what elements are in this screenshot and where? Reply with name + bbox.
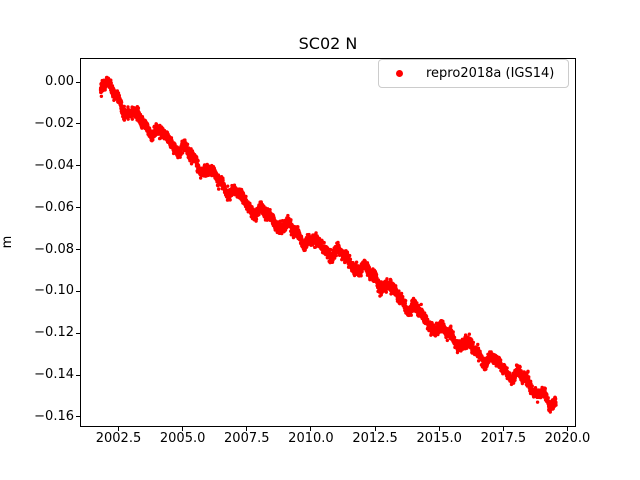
y-tick-label: −0.16 — [34, 408, 74, 424]
legend-series-label: repro2018a (IGS14) — [426, 66, 555, 81]
y-tick-label: −0.06 — [34, 199, 74, 215]
x-tick-label: 2002.5 — [95, 431, 142, 446]
x-axis-tick — [438, 427, 440, 431]
y-tick-label: −0.12 — [34, 325, 74, 341]
legend: repro2018a (IGS14) — [378, 59, 569, 88]
y-axis-tick — [76, 123, 80, 125]
x-axis-tick — [374, 427, 376, 431]
y-tick-label: −0.02 — [34, 115, 74, 131]
legend-dot-icon — [396, 70, 403, 77]
x-tick-label: 2005.0 — [159, 431, 206, 446]
y-axis-tick — [76, 207, 80, 209]
y-axis-tick — [76, 165, 80, 167]
axes-frame — [80, 58, 576, 427]
x-tick-label: 2020.0 — [544, 431, 591, 446]
x-tick-label: 2012.5 — [352, 431, 398, 446]
y-axis-tick — [76, 290, 80, 292]
y-axis-tick — [76, 416, 80, 418]
y-tick-label: −0.04 — [34, 157, 74, 173]
x-axis-tick — [246, 427, 248, 431]
y-tick-label: −0.08 — [34, 241, 74, 257]
y-axis-tick — [76, 332, 80, 334]
y-axis-tick — [76, 374, 80, 376]
x-tick-label: 2017.5 — [480, 431, 527, 446]
chart-title: SC02 N — [298, 34, 358, 53]
x-tick-label: 2007.5 — [224, 431, 270, 446]
y-tick-label: −0.10 — [34, 283, 74, 299]
y-axis-tick — [76, 81, 80, 83]
x-axis-tick — [182, 427, 184, 431]
x-axis-tick — [310, 427, 312, 431]
x-axis-tick — [567, 427, 569, 431]
x-axis-tick — [117, 427, 119, 431]
x-tick-label: 2010.0 — [288, 431, 334, 446]
y-axis-tick — [76, 249, 80, 250]
y-tick-label: −0.14 — [34, 367, 74, 383]
x-axis-tick — [502, 427, 504, 431]
x-tick-label: 2015.0 — [416, 431, 462, 446]
y-tick-label: 0.00 — [45, 74, 74, 90]
